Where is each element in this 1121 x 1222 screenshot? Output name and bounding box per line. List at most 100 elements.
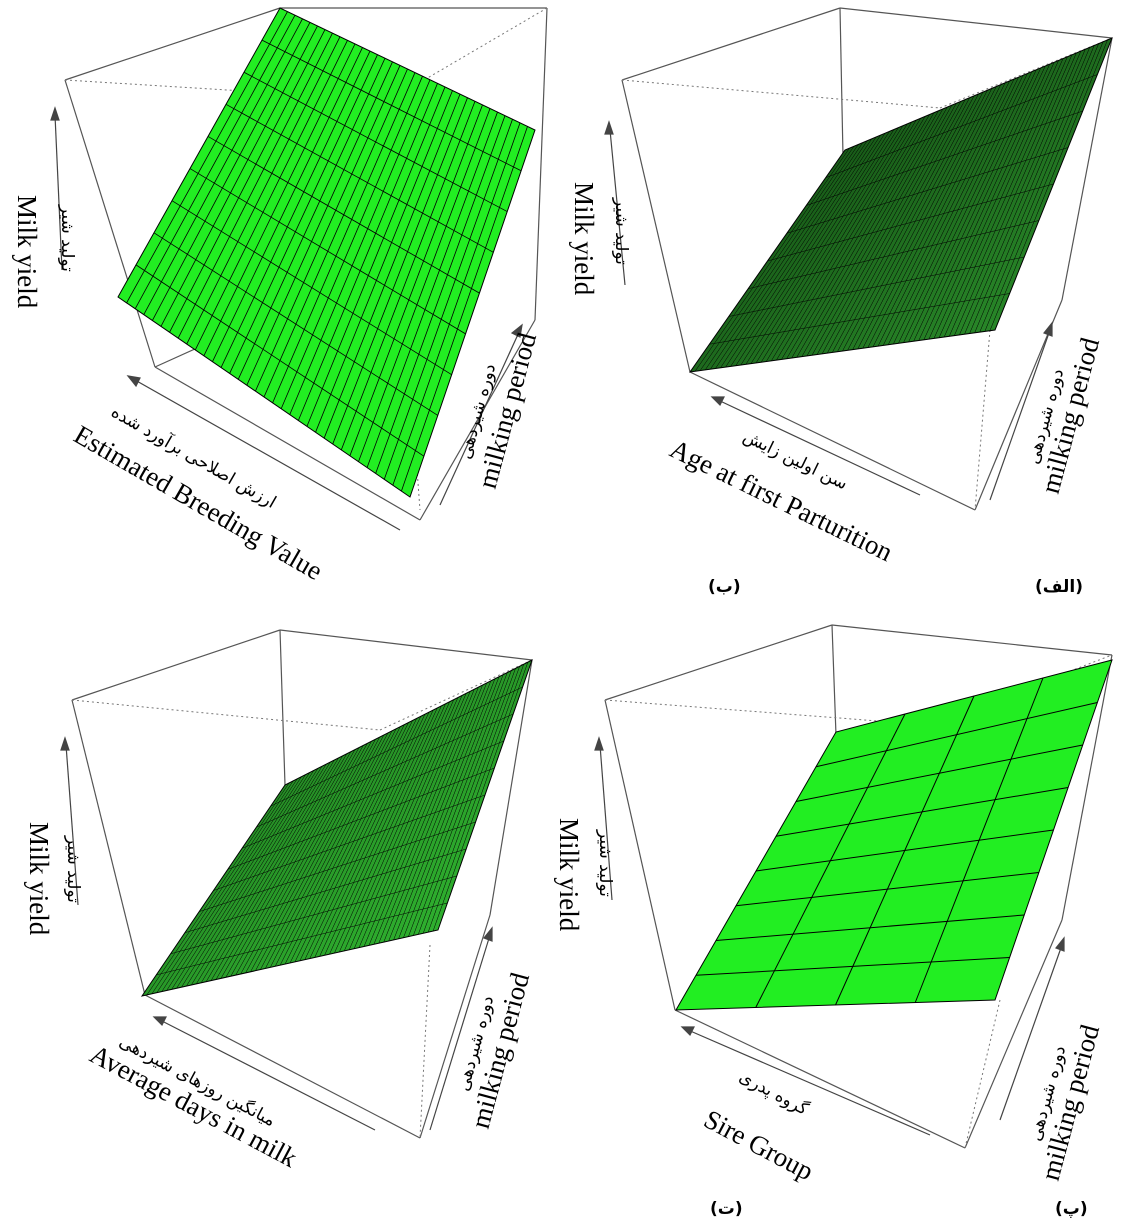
mesh-col-line [284,724,405,965]
mesh-col-line [943,56,1068,338]
panel-be-caption: (ب) [708,577,741,597]
mesh-col-line [801,108,944,357]
mesh-col-line [877,80,1010,347]
mesh-col-line [796,110,939,358]
mesh-col-line [230,747,360,977]
panel-te-caption: (ت) [710,1199,743,1219]
panel-alef-caption: (الف) [1035,577,1083,597]
mesh-col-line [918,65,1046,341]
panel-te-mesh [146,662,529,996]
mesh-col-line [205,757,339,982]
mesh-col-line [200,759,335,983]
mesh-col-line [872,82,1006,347]
mesh-col-line [725,136,877,368]
mesh-col-line [358,108,491,462]
mesh-col-line [255,65,401,392]
mesh-col-line [893,75,1024,345]
mesh-col-line [363,691,471,947]
mesh-col-line [270,730,393,968]
mesh-col-line [171,772,310,990]
mesh-col-line [835,695,975,1006]
mesh-col-line [745,129,895,365]
mesh-col-line [903,71,1033,343]
mesh-col-line [760,123,908,363]
mesh-col-line [279,726,401,966]
mesh-col-line [862,86,997,349]
mesh-col-line [126,11,288,304]
mesh-col-line [888,77,1019,345]
mesh-col-line [309,714,426,959]
mesh-col-line [169,29,326,333]
panel-pe-x-label-fa: گروه پدری [736,1066,813,1120]
mesh-col-line [730,134,881,367]
mesh-col-line [898,73,1028,344]
mesh-col-line [146,782,290,996]
panel-pe-box [604,624,1113,1149]
mesh-col-line [401,126,528,492]
mesh-col-line [984,41,1104,332]
mesh-col-line [857,88,993,350]
mesh-col-line [156,778,298,993]
mesh-col-line [413,670,512,936]
mesh-col-line [969,47,1090,334]
mesh-col-line [348,697,459,950]
mesh-col-line [832,97,970,353]
mesh-col-line [403,674,504,938]
mesh-col-line [314,711,430,958]
mesh-col-line [923,64,1050,340]
mesh-col-line [694,147,850,372]
mesh-col-line [383,682,487,943]
mesh-col-line [196,761,331,985]
mesh-col-line [959,50,1082,335]
mesh-col-line [740,131,890,366]
mesh-col-line [220,50,371,368]
mesh-col-line [720,138,872,368]
panel-alef-z-label: Milk yield [569,182,599,296]
mesh-col-line [177,32,333,339]
panel-pe: Milk yield تولید شیر Sire Group گروه پدر… [554,624,1113,1219]
mesh-col-line [194,40,348,351]
mesh-col-line [134,14,296,309]
mesh-col-line [143,18,303,315]
mesh-col-line [220,751,352,979]
mesh-col-line [151,780,294,994]
mesh-col-line [786,114,930,359]
mesh-col-line [938,58,1064,338]
mesh-col-line [297,83,438,421]
mesh-col-line [166,774,306,991]
mesh-col-line [210,755,343,981]
mesh-col-line [245,741,372,974]
mesh-col-line [928,62,1055,340]
mesh-col-line [755,713,906,1008]
mesh-col-line [215,753,347,980]
panel-be-mesh [126,11,528,492]
mesh-col-line [974,45,1095,333]
mesh-col-line [368,689,475,946]
mesh-col-line [176,770,315,989]
mesh-col-line [274,728,397,967]
mesh-col-line [821,101,961,354]
mesh-col-line [246,61,393,386]
mesh-col-line [235,745,364,976]
mesh-col-line [344,699,455,951]
mesh-col-line [837,95,975,352]
mesh-col-line [776,118,921,361]
panel-pe-z-label: Milk yield [554,818,584,932]
mesh-col-line [949,54,1073,337]
mesh-col-line [422,666,520,934]
mesh-col-line [358,693,467,948]
mesh-col-line [699,146,855,371]
mesh-col-line [914,677,1044,1003]
mesh-col-line [882,78,1015,346]
mesh-col-line [255,736,380,971]
mesh-col-line [383,119,513,480]
mesh-col-line [791,112,935,359]
mesh-col-line [315,90,453,433]
panel-te-x-label: Average days in milk [85,1039,302,1174]
panel-pe-mesh [695,677,1098,1008]
mesh-col-line [867,84,1001,348]
mesh-col-line [324,707,438,956]
mesh-col-line [160,25,318,327]
mesh-col-line [332,97,468,445]
mesh-col-line [710,142,864,370]
